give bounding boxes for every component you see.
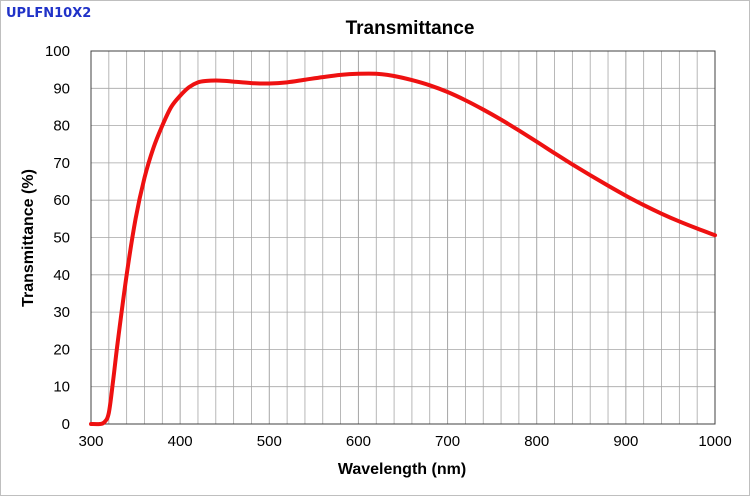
y-tick-label: 0 <box>62 416 70 433</box>
x-tick-label: 600 <box>346 433 371 450</box>
product-label: UPLFN10X2 <box>6 6 92 21</box>
x-tick-label: 700 <box>435 433 460 450</box>
x-tick-label: 900 <box>613 433 638 450</box>
x-axis-label: Wavelength (nm) <box>338 461 466 478</box>
y-tick-label: 90 <box>53 80 70 97</box>
y-tick-label: 30 <box>53 304 70 321</box>
tick-labels: 300 400 500 600 700 800 900 1000 0 10 20 30 40 50 60 70… <box>45 43 732 450</box>
y-tick-label: 50 <box>53 230 70 247</box>
y-tick-label: 60 <box>53 192 70 209</box>
x-tick-label: 400 <box>168 433 193 450</box>
y-tick-label: 100 <box>45 43 70 60</box>
x-tick-label: 500 <box>257 433 282 450</box>
x-tick-label: 800 <box>524 433 549 450</box>
grid <box>91 51 715 424</box>
series-transmittance-line <box>89 71 717 427</box>
y-tick-label: 10 <box>53 379 70 396</box>
y-tick-label: 20 <box>53 341 70 358</box>
plot-area-border <box>90 50 716 425</box>
x-tick-label: 1000 <box>698 433 731 450</box>
y-axis-label: Transmittance (%) <box>20 169 37 307</box>
x-tick-label: 300 <box>78 433 103 450</box>
y-tick-label: 70 <box>53 155 70 172</box>
y-tick-label: 40 <box>53 267 70 284</box>
y-tick-label: 80 <box>53 118 70 135</box>
chart-title: Transmittance <box>346 18 475 39</box>
